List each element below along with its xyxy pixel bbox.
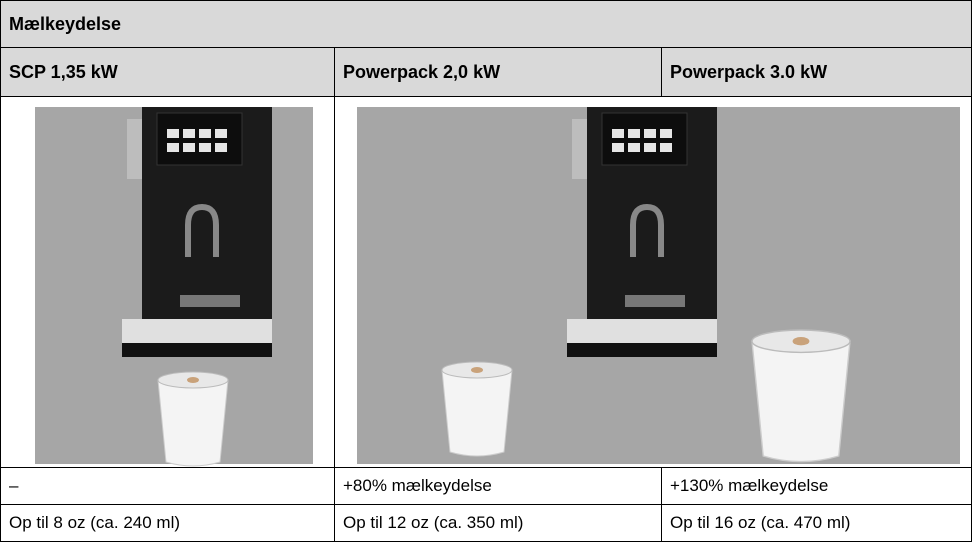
product-images	[0, 0, 972, 542]
page: Mælkeydelse SCP 1,35 kW Powerpack 2,0 kW…	[0, 0, 972, 542]
